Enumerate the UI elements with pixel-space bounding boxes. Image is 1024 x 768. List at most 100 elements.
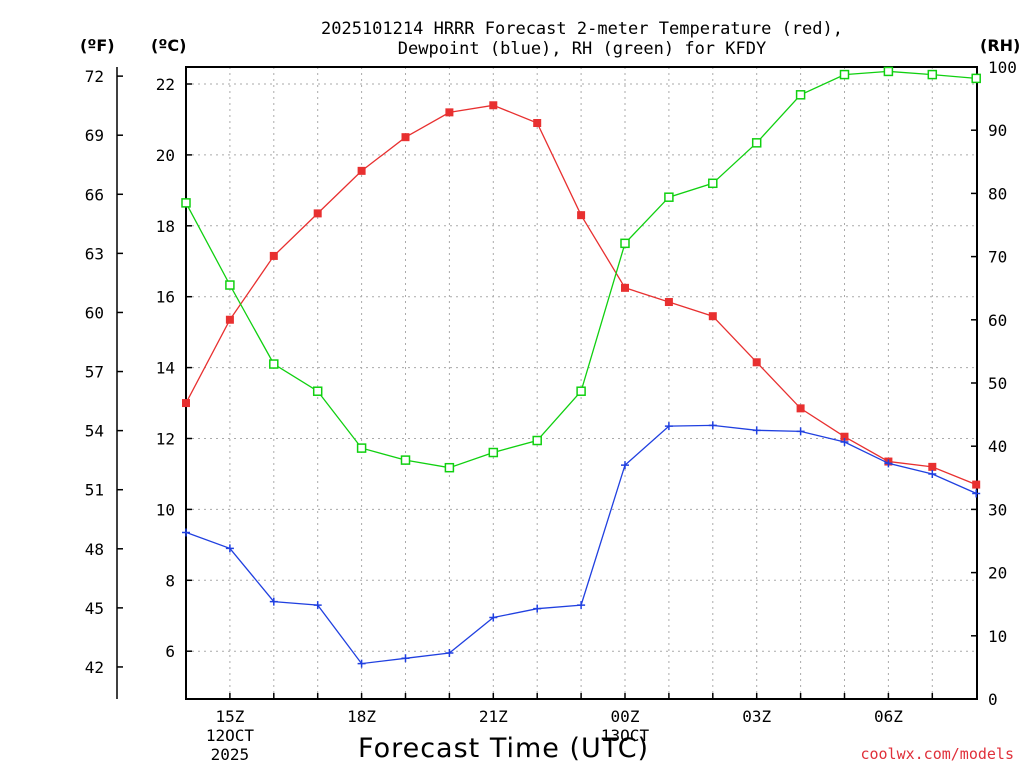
chart-title-line-2: Dewpoint (blue), RH (green) for KFDY [397, 39, 767, 59]
rh-point [576, 386, 586, 396]
celsius-tick-label: 6 [165, 642, 175, 661]
rh-point [708, 178, 718, 189]
temperature-point [708, 312, 717, 321]
rh-point [971, 73, 981, 84]
rh-point [444, 462, 455, 473]
celsius-tick-label: 16 [156, 288, 175, 307]
dewpoint-point [972, 489, 981, 498]
rh-point [181, 198, 191, 208]
temperature-point [489, 101, 498, 110]
rh-point [883, 66, 894, 77]
x-tick-label: 18Z [347, 707, 376, 726]
dewpoint-line [185, 424, 977, 665]
celsius-tick-label: 20 [156, 146, 175, 165]
rh-tick-label: 90 [988, 121, 1007, 140]
celsius-tick-label: 10 [156, 500, 175, 519]
series [181, 66, 981, 668]
dewpoint-point [708, 421, 717, 430]
temperature-point [533, 118, 542, 127]
credit-link[interactable]: coolwx.com/models [860, 745, 1014, 763]
tick-labels: 42 45 48 51 54 57 60 63 66 69 72 6 8 10 12 14 16 18 20 22 0 1… [85, 58, 1017, 764]
temperature-point [225, 315, 234, 324]
rh-line [185, 70, 977, 469]
rh-point [356, 443, 367, 453]
rh-point [488, 447, 499, 458]
dewpoint-point [401, 654, 410, 663]
temperature-point [269, 251, 278, 260]
celsius-unit-label: (ºC) [151, 36, 187, 55]
dewpoint-point [664, 422, 673, 431]
rh-point [400, 455, 411, 465]
rh-tick-label: 40 [988, 437, 1007, 456]
fahrenheit-tick-label: 69 [85, 126, 104, 145]
dewpoint-point [752, 426, 761, 435]
fahrenheit-tick-label: 48 [85, 540, 104, 559]
dewpoint-point [928, 469, 937, 478]
dewpoint-point [840, 438, 849, 447]
rh-tick-label: 30 [988, 500, 1007, 519]
rh-tick-label: 100 [988, 58, 1017, 77]
celsius-tick-label: 18 [156, 217, 175, 236]
rh-tick-label: 60 [988, 311, 1007, 330]
fahrenheit-unit-label: (ºF) [80, 36, 115, 55]
axes [116, 66, 978, 700]
rh-point [839, 69, 850, 80]
temperature-point [664, 298, 673, 307]
rh-point [664, 192, 674, 202]
temperature-point [313, 209, 322, 218]
x-tick-sublabel: 13OCT [601, 726, 650, 745]
fahrenheit-tick-label: 63 [85, 244, 104, 263]
dewpoint-point [796, 427, 805, 436]
dewpoint-point [313, 601, 322, 610]
x-axis-title: Forecast Time (UTC) [358, 733, 650, 764]
fahrenheit-tick-label: 42 [85, 658, 104, 677]
dewpoint-point [445, 648, 454, 657]
x-tick-label: 06Z [874, 707, 903, 726]
x-tick-label: 15Z [215, 707, 244, 726]
temperature-point [972, 480, 981, 489]
rh-tick-label: 20 [988, 564, 1007, 583]
rh-point [620, 238, 630, 249]
chart-title-line-1: 2025101214 HRRR Forecast 2-meter Tempera… [321, 19, 843, 39]
rh-tick-label: 70 [988, 248, 1007, 267]
dewpoint-point [182, 528, 190, 537]
dewpoint-point [357, 659, 366, 668]
rh-point [927, 69, 938, 80]
fahrenheit-tick-label: 54 [85, 422, 104, 441]
x-tick-label: 03Z [742, 707, 771, 726]
dewpoint-point [621, 461, 629, 470]
temperature-point [752, 358, 761, 367]
dewpoint-point [269, 597, 278, 606]
x-tick-label: 21Z [479, 707, 508, 726]
fahrenheit-tick-label: 57 [85, 363, 104, 382]
rh-tick-label: 10 [988, 627, 1007, 646]
rh-tick-label: 80 [988, 184, 1007, 203]
fahrenheit-tick-label: 72 [85, 67, 104, 86]
rh-point [751, 138, 762, 148]
rh-point [312, 386, 323, 396]
dewpoint-point [533, 604, 542, 613]
celsius-tick-label: 14 [156, 359, 175, 378]
temperature-point [621, 283, 629, 292]
dewpoint-point [577, 601, 586, 610]
rh-tick-label: 0 [988, 690, 998, 709]
fahrenheit-tick-label: 51 [85, 481, 104, 500]
celsius-tick-label: 8 [165, 571, 175, 590]
temperature-point [928, 462, 937, 471]
rh-point [269, 359, 279, 369]
x-tick-sublabel: 12OCT [206, 726, 255, 745]
temperature-point [357, 166, 366, 175]
temperature-point [796, 404, 805, 413]
celsius-tick-label: 22 [156, 75, 175, 94]
temperature-point [401, 133, 410, 142]
x-tick-label: 00Z [611, 707, 640, 726]
temperature-point [182, 399, 190, 408]
rh-point [532, 435, 542, 446]
fahrenheit-tick-label: 66 [85, 185, 104, 204]
rh-unit-label: (RH) [980, 36, 1021, 55]
x-tick-sublabel: 2025 [211, 745, 250, 764]
temperature-point [577, 211, 586, 220]
rh-tick-label: 50 [988, 374, 1007, 393]
fahrenheit-tick-label: 60 [85, 303, 104, 322]
dewpoint-point [884, 459, 893, 468]
